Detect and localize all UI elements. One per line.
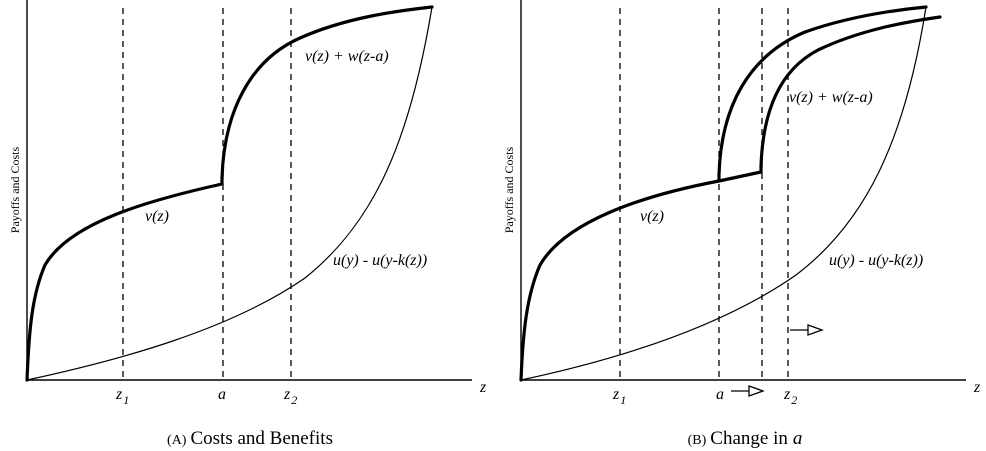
panel-a-caption: (A) Costs and Benefits xyxy=(167,428,333,449)
panel-b-z2-shift-arrow-icon xyxy=(807,324,824,336)
panel-b-caption: (B) Change in a xyxy=(688,428,803,449)
panel-a-cost-curve xyxy=(26,6,433,381)
panel-b-y-axis-label: Payoffs and Costs xyxy=(502,146,516,233)
panel-b-a-shift-arrow-icon xyxy=(748,385,765,397)
panel-b-label-u: u(y) - u(y-k(z)) xyxy=(829,252,923,269)
panel-b-tick-a: a xyxy=(716,386,724,403)
panel-a-tick-z1: z1 xyxy=(115,386,129,407)
panel-a-label-v: v(z) xyxy=(145,208,169,225)
panel-b-cost-curve xyxy=(520,6,927,381)
panel-b-x-axis-label: z xyxy=(973,379,981,396)
panel-a-tick-z2: z2 xyxy=(283,386,297,407)
panel-b-tick-z1: z1 xyxy=(612,386,626,407)
panel-b: Payoffs and Costs v(z) + w(z-a) v(z) u(y… xyxy=(502,0,981,449)
panel-b-label-vw: v(z) + w(z-a) xyxy=(789,89,873,106)
panel-a-y-axis-label: Payoffs and Costs xyxy=(8,146,22,233)
panel-a-label-u: u(y) - u(y-k(z)) xyxy=(333,252,427,269)
panel-a-tick-a: a xyxy=(218,386,226,403)
panel-a-payoff-curve xyxy=(25,5,434,382)
panel-a-label-vw: v(z) + w(z-a) xyxy=(305,48,389,65)
panel-b-tick-z2: z2 xyxy=(783,386,797,407)
panel-b-label-v: v(z) xyxy=(640,208,664,225)
panel-b-payoff-curve-original xyxy=(717,5,928,183)
panel-b-payoff-curve-v xyxy=(519,170,763,382)
panel-a: Payoffs and Costs v(z) + w(z-a) v(z) u(y… xyxy=(8,0,487,449)
panel-b-payoff-curve-shifted xyxy=(759,15,942,174)
panel-a-x-axis-label: z xyxy=(479,379,487,396)
